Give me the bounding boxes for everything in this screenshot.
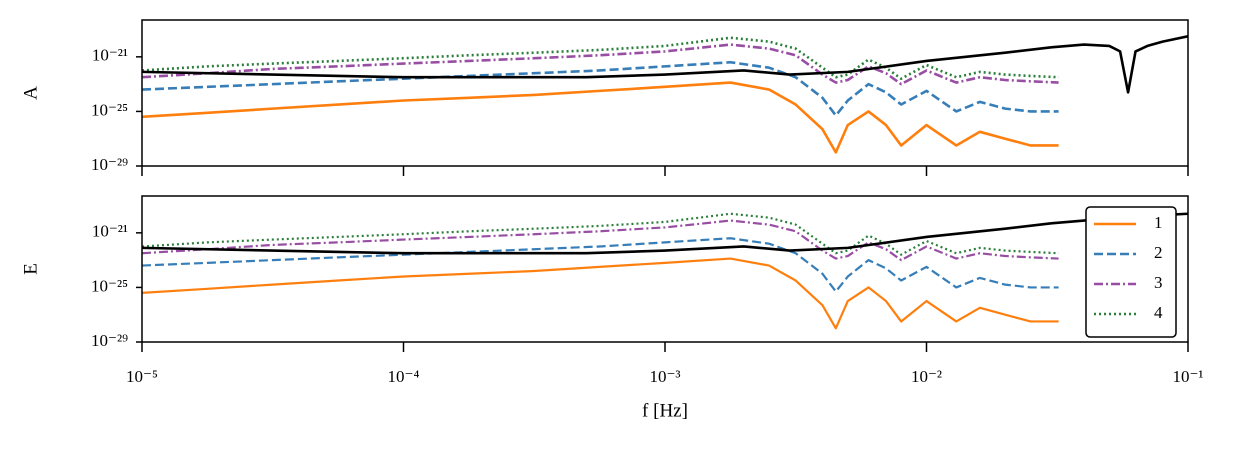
- plot-area: [142, 212, 1188, 330]
- y-axis-label: E: [20, 263, 41, 275]
- series-line: [142, 257, 1059, 330]
- series-line: [142, 81, 1059, 154]
- legend-label: 4: [1154, 303, 1163, 322]
- legend-label: 1: [1154, 213, 1163, 232]
- y-tick-label: 10⁻²⁵: [91, 276, 128, 295]
- series-line: [142, 219, 1059, 262]
- legend-label: 2: [1154, 243, 1163, 262]
- legend-box: [1085, 206, 1177, 338]
- series-line: [142, 36, 1059, 80]
- series-line: [142, 35, 1188, 94]
- x-axis-label: f [Hz]: [642, 400, 688, 421]
- x-tick-label: 10⁻³: [649, 367, 680, 386]
- x-tick-label: 10⁻¹: [1172, 367, 1203, 386]
- series-line: [142, 43, 1059, 86]
- x-tick-label: 10⁻²: [911, 367, 942, 386]
- series-line: [142, 212, 1188, 255]
- y-tick-label: 10⁻²¹: [92, 222, 128, 241]
- series-line: [142, 60, 1059, 117]
- x-tick-label: 10⁻⁴: [388, 367, 420, 386]
- y-tick-label: 10⁻²⁹: [91, 331, 128, 350]
- legend: 1 2 3 4: [1085, 206, 1177, 338]
- y-tick-label: 10⁻²¹: [92, 46, 128, 65]
- legend-label: 3: [1154, 273, 1163, 292]
- x-tick-label: 10⁻⁵: [126, 367, 158, 386]
- series-line: [142, 212, 1059, 256]
- y-tick-label: 10⁻²⁵: [91, 100, 128, 119]
- plot-area: [142, 35, 1188, 154]
- axes-frame: [141, 19, 1189, 167]
- y-tick-label: 10⁻²⁹: [91, 155, 128, 174]
- series-line: [142, 237, 1059, 293]
- y-axis-label: A: [20, 86, 41, 100]
- axes-frame: [141, 195, 1189, 343]
